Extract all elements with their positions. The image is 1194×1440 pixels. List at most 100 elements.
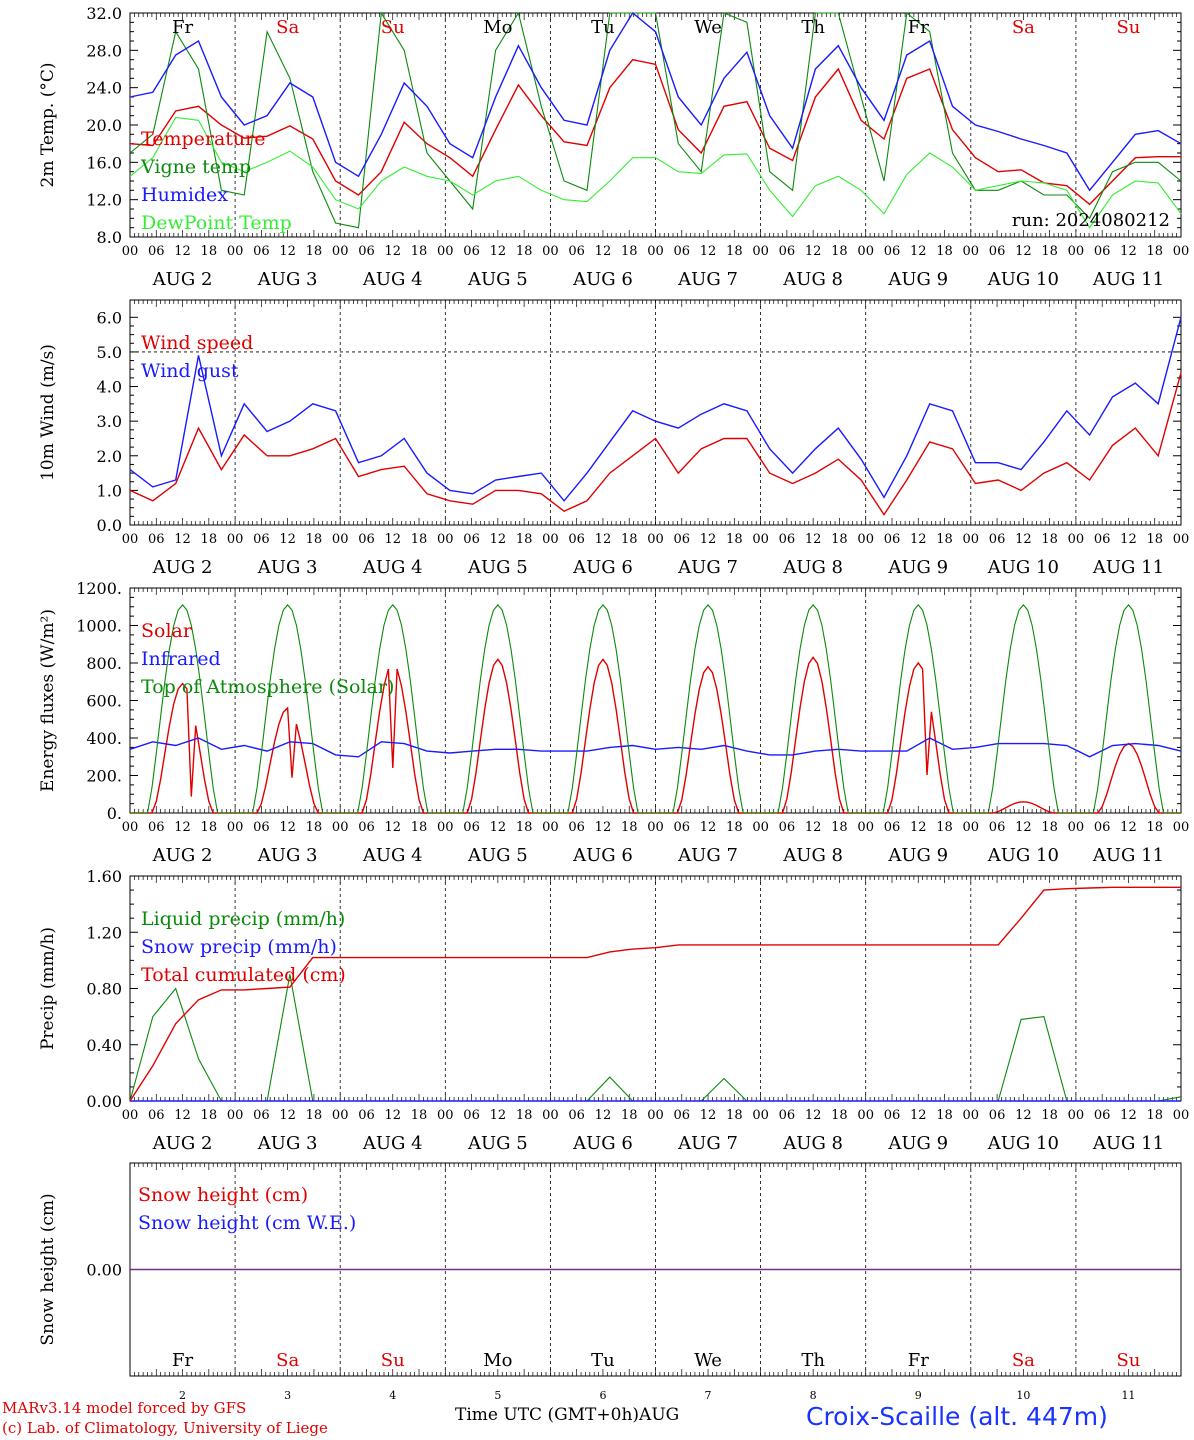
weekday-label: We (694, 17, 722, 38)
hour-tick-label: 12 (279, 1108, 296, 1123)
hour-tick-label: 12 (490, 532, 507, 547)
day-number-label: 5 (494, 1389, 501, 1402)
date-label: AUG 4 (362, 1133, 423, 1154)
legend-entry: Solar (141, 620, 193, 642)
hour-tick-label: 18 (831, 532, 848, 547)
weekday-label: Su (381, 1350, 405, 1371)
date-label: AUG 3 (257, 1133, 318, 1154)
hour-tick-label: 18 (411, 244, 428, 259)
hour-tick-label: 18 (1146, 1108, 1163, 1123)
date-label: AUG 10 (987, 269, 1059, 290)
date-label: AUG 2 (152, 557, 213, 578)
hour-tick-label: 18 (621, 1108, 638, 1123)
hour-tick-label: 00 (963, 532, 980, 547)
y-tick-label: 0.00 (86, 1261, 122, 1280)
hour-tick-label: 18 (936, 820, 953, 835)
legend-entry: Vigne temp (140, 156, 251, 178)
y-axis-label: Precip (mm/h) (38, 927, 58, 1050)
hour-tick-label: 12 (700, 820, 717, 835)
hour-tick-label: 06 (884, 820, 901, 835)
hour-tick-label: 00 (227, 1108, 244, 1123)
hour-tick-label: 12 (805, 1108, 822, 1123)
y-axis-label: Snow height (cm) (38, 1193, 58, 1345)
hour-tick-label: 06 (989, 532, 1006, 547)
hour-tick-label: 06 (358, 244, 375, 259)
y-tick-label: 0.00 (86, 1092, 122, 1111)
y-tick-label: 8.0 (97, 228, 122, 247)
hour-tick-label: 18 (1041, 1108, 1058, 1123)
weekday-label: Sa (1012, 17, 1035, 38)
hour-tick-label: 12 (1015, 532, 1032, 547)
legend-entry: Top of Atmosphere (Solar) (141, 676, 394, 698)
hour-tick-label: 00 (1173, 820, 1190, 835)
hour-tick-label: 18 (516, 820, 533, 835)
hour-tick-label: 06 (1094, 532, 1111, 547)
y-tick-label: 1200. (76, 579, 122, 598)
weekday-label: Sa (1012, 1350, 1035, 1371)
weekday-label: Sa (276, 17, 299, 38)
hour-tick-label: 00 (752, 532, 769, 547)
legend-entry: Infrared (141, 648, 221, 670)
weekday-label: Tu (591, 1350, 615, 1371)
hour-tick-label: 06 (779, 820, 796, 835)
hour-tick-label: 12 (1120, 244, 1137, 259)
hour-tick-label: 18 (621, 244, 638, 259)
weekday-label: Th (801, 1350, 825, 1371)
date-label: AUG 9 (887, 845, 948, 866)
y-tick-label: 0.80 (86, 980, 122, 999)
hour-tick-label: 12 (174, 244, 191, 259)
hour-tick-label: 12 (1120, 532, 1137, 547)
series-line (129, 116, 1182, 229)
hour-tick-label: 00 (963, 244, 980, 259)
y-tick-label: 12.0 (86, 191, 122, 210)
y-tick-label: 200. (86, 767, 122, 786)
hour-tick-label: 06 (779, 532, 796, 547)
hour-tick-label: 18 (411, 1108, 428, 1123)
weekday-label: Mo (483, 1350, 512, 1371)
hour-tick-label: 00 (542, 532, 559, 547)
hour-tick-label: 06 (568, 820, 585, 835)
date-label: AUG 9 (887, 557, 948, 578)
hour-tick-label: 00 (542, 820, 559, 835)
hour-tick-label: 18 (516, 1108, 533, 1123)
hour-tick-label: 12 (279, 532, 296, 547)
series-line (129, 737, 1182, 758)
y-tick-label: 800. (86, 654, 122, 673)
series-line (129, 317, 1182, 502)
hour-tick-label: 12 (1015, 820, 1032, 835)
run-label: run: 2024080212 (1012, 210, 1170, 231)
hour-tick-label: 06 (148, 532, 165, 547)
hour-tick-label: 06 (253, 1108, 270, 1123)
credit-line-1: MARv3.14 model forced by GFS (2, 1399, 247, 1417)
y-tick-label: 2.0 (97, 447, 122, 466)
date-label: AUG 11 (1092, 1133, 1164, 1154)
date-label: AUG 6 (572, 845, 633, 866)
date-label: AUG 7 (677, 557, 738, 578)
hour-tick-label: 18 (621, 532, 638, 547)
hour-tick-label: 18 (411, 532, 428, 547)
series-line (129, 372, 1182, 516)
hour-tick-label: 18 (201, 532, 218, 547)
hour-tick-label: 12 (490, 820, 507, 835)
date-label: AUG 10 (987, 557, 1059, 578)
hour-tick-label: 18 (516, 532, 533, 547)
hour-tick-label: 00 (1173, 532, 1190, 547)
day-number-label: 2 (179, 1389, 186, 1402)
date-label: AUG 5 (467, 845, 528, 866)
hour-tick-label: 18 (936, 1108, 953, 1123)
hour-tick-label: 00 (332, 532, 349, 547)
hour-tick-label: 12 (174, 820, 191, 835)
hour-tick-label: 00 (647, 532, 664, 547)
hour-tick-label: 18 (201, 1108, 218, 1123)
weekday-label: Fr (172, 1350, 193, 1371)
hour-tick-label: 06 (674, 820, 691, 835)
weekday-label: Su (1116, 1350, 1140, 1371)
legend-entry: Snow precip (mm/h) (141, 936, 337, 958)
hour-tick-label: 00 (437, 1108, 454, 1123)
date-label: AUG 5 (467, 269, 528, 290)
date-label: AUG 7 (677, 269, 738, 290)
hour-tick-label: 06 (148, 1108, 165, 1123)
date-label: AUG 5 (467, 557, 528, 578)
plot-frame (129, 299, 1182, 526)
